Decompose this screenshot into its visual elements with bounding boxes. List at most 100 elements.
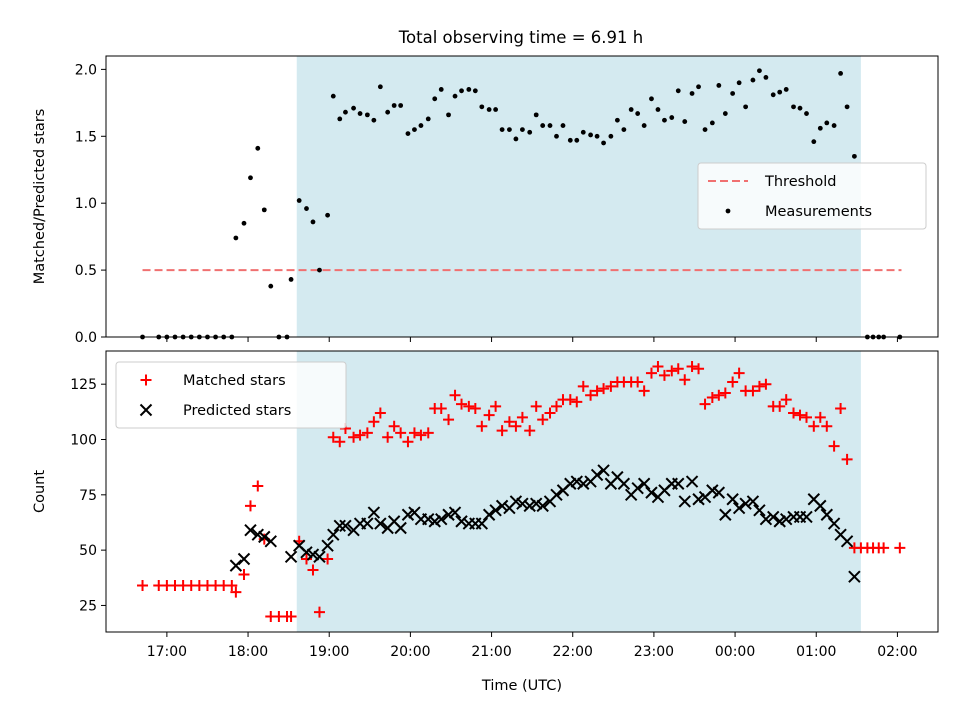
y-axis-label: Count [32, 470, 48, 513]
data-point [238, 568, 250, 580]
count-panel: 25 50 75 100 125 17:00 18:00 19:00 20:00 21:00 22:… [32, 350, 939, 694]
data-point [307, 564, 319, 576]
x-tick-label: 01:00 [796, 644, 836, 660]
data-point [330, 93, 336, 99]
data-point [361, 517, 374, 530]
data-point [244, 524, 257, 537]
y-tick-label: 125 [70, 377, 97, 393]
data-point [719, 508, 732, 521]
data-point [300, 553, 312, 565]
legend-label: Matched stars [183, 373, 286, 389]
legend-swatch [140, 374, 152, 386]
data-point [601, 140, 606, 146]
data-point [679, 374, 691, 386]
legend-swatch [139, 403, 153, 417]
axes-frame [105, 55, 939, 338]
data-point [831, 123, 837, 128]
data-point [455, 515, 468, 528]
x-tick-label: 02:00 [877, 644, 917, 660]
data-point [560, 123, 566, 128]
data-point [499, 127, 505, 132]
data-point [536, 499, 549, 513]
data-point [730, 91, 736, 96]
axes-frame [105, 350, 939, 633]
data-point [598, 383, 610, 395]
y-tick-label: 0.0 [75, 330, 97, 346]
data-point [567, 137, 573, 143]
data-point [496, 425, 508, 437]
data-point [333, 519, 346, 533]
data-point [229, 559, 243, 572]
data-point [233, 235, 239, 241]
data-point [878, 542, 890, 554]
data-point [753, 380, 765, 392]
data-point [675, 88, 681, 94]
data-point [472, 88, 478, 94]
data-point [357, 111, 363, 116]
data-point [137, 580, 149, 592]
data-point [337, 116, 343, 122]
y-tick-label: 1.0 [75, 196, 97, 212]
data-point [456, 398, 468, 410]
data-point [304, 206, 309, 211]
data-point [658, 369, 670, 381]
ratio-panel: 0.0 0.5 1.0 1.5 2.0 Matched/Predicted stars Th… [32, 55, 939, 346]
data-point [733, 367, 745, 379]
data-point [814, 499, 827, 513]
data-point [702, 127, 708, 132]
legend: Threshold Measurements [697, 162, 927, 230]
data-point [268, 283, 274, 289]
data-point [296, 198, 302, 203]
data-point [408, 427, 420, 439]
data-point [463, 400, 475, 412]
data-point [577, 380, 589, 392]
data-point [475, 517, 489, 530]
data-point [550, 400, 562, 412]
data-point [635, 111, 641, 116]
data-point [686, 360, 698, 372]
data-point [395, 427, 407, 439]
data-point [554, 133, 559, 139]
data-point [597, 464, 610, 477]
data-point [402, 436, 414, 448]
data-point [321, 539, 334, 552]
data-point [516, 411, 528, 423]
data-point [313, 550, 326, 563]
data-point [824, 120, 830, 126]
data-point [469, 403, 481, 415]
data-point [894, 542, 906, 554]
data-point [645, 486, 658, 499]
data-point [767, 510, 780, 524]
data-point [327, 431, 339, 443]
data-point [662, 117, 667, 123]
data-point [682, 119, 688, 124]
data-point [489, 504, 502, 517]
data-point [466, 87, 472, 92]
legend-label: Measurements [765, 204, 872, 220]
data-point [588, 132, 593, 138]
data-point [669, 115, 675, 120]
data-point [811, 139, 817, 145]
data-point [591, 385, 603, 397]
data-point [348, 431, 360, 443]
figure-title: Total observing time = 6.91 h [398, 28, 643, 47]
series-measurements [140, 68, 903, 340]
data-point [322, 553, 334, 565]
data-point [486, 107, 492, 112]
data-point [524, 425, 536, 437]
data-point [848, 570, 861, 583]
data-point [230, 586, 242, 598]
data-point [313, 606, 325, 618]
data-point [252, 480, 264, 492]
data-point [585, 389, 597, 401]
x-tick-label: 00:00 [715, 644, 755, 660]
x-tick-label: 20:00 [390, 644, 430, 660]
legend-label: Predicted stars [183, 403, 291, 419]
data-point [418, 123, 424, 128]
data-point [693, 363, 705, 375]
data-point [385, 109, 391, 115]
data-point [513, 136, 519, 142]
data-point [476, 420, 488, 432]
y-tick-label: 2.0 [75, 62, 97, 78]
data-point [774, 400, 786, 412]
